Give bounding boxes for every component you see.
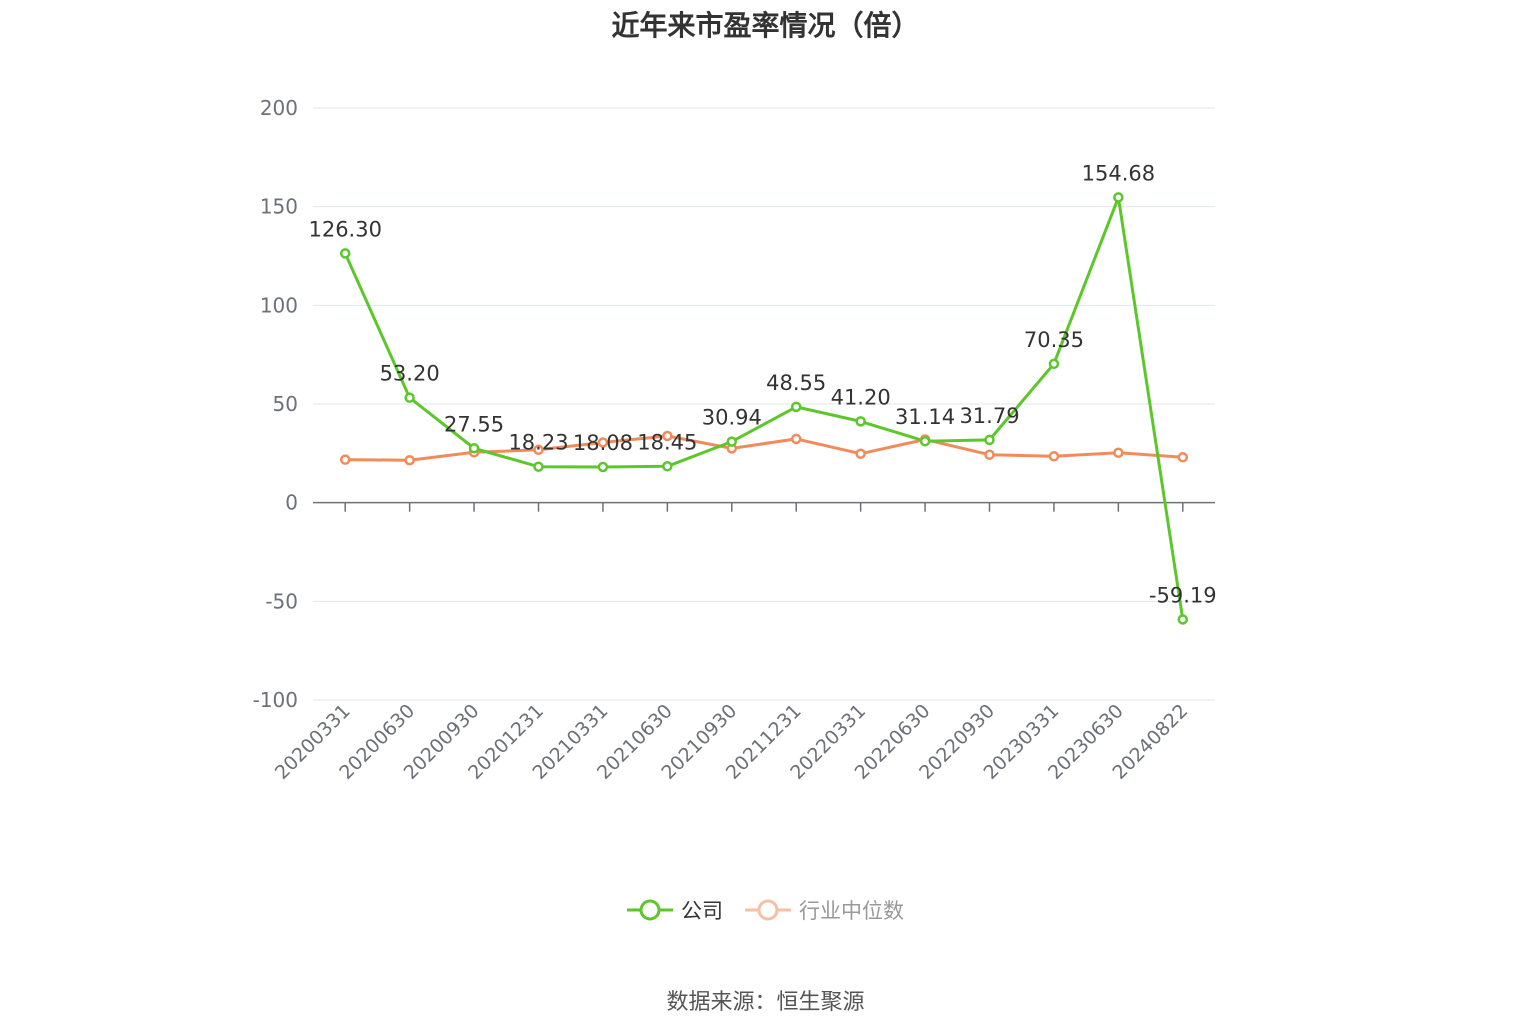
company-data-label: 18.23 [508, 431, 568, 455]
company-data-point [533, 461, 544, 472]
company-data-label: 154.68 [1082, 161, 1155, 185]
line-chart: 200150100500-50-100202003312020063020200… [253, 96, 1217, 784]
industry-data-point [339, 454, 351, 465]
company-data-point [790, 401, 802, 413]
company-data-label: 30.94 [702, 406, 762, 430]
company-data-label: -59.19 [1149, 583, 1217, 607]
y-tick-label: 150 [260, 195, 298, 219]
data-source-note: 数据来源：恒生聚源 [666, 990, 865, 1015]
legend-item-industry-median[interactable]: 行业中位数 [745, 895, 904, 925]
company-data-label: 31.14 [895, 405, 955, 429]
company-data-point [468, 443, 480, 454]
company-data-point [1177, 614, 1189, 625]
industry-data-point [790, 433, 802, 445]
company-data-label: 41.20 [831, 385, 891, 409]
industry-data-point [1177, 452, 1189, 463]
y-tick-label: -50 [265, 589, 298, 613]
legend-company-marker [627, 899, 673, 921]
company-data-label: 31.79 [959, 404, 1019, 428]
legend-item-company[interactable]: 公司 [627, 895, 723, 925]
company-data-point [339, 248, 351, 259]
industry-data-point [533, 444, 544, 456]
legend-industry-marker [745, 899, 791, 921]
industry-data-point [1048, 451, 1060, 462]
industry-data-point [984, 449, 995, 460]
y-tick-label: 0 [285, 491, 298, 515]
industry-data-point [404, 454, 415, 466]
company-data-point [662, 461, 673, 472]
company-data-point [984, 434, 995, 446]
company-pe-line [343, 195, 1185, 620]
industry-data-point [1113, 447, 1124, 458]
company-data-label: 27.55 [444, 412, 504, 436]
company-data-point [597, 461, 609, 473]
y-tick-label: -100 [253, 688, 298, 712]
company-data-point [726, 436, 738, 447]
industry-data-point [597, 437, 609, 448]
legend-industry-label: 行业中位数 [799, 899, 904, 923]
company-data-point [919, 435, 931, 447]
company-data-point [1113, 192, 1124, 203]
company-data-label: 126.30 [308, 217, 381, 241]
y-tick-label: 200 [260, 96, 298, 120]
chart-legend: 公司 行业中位数 [0, 895, 1531, 925]
company-data-label: 53.20 [380, 362, 440, 386]
company-data-point [1048, 358, 1060, 370]
company-data-label: 48.55 [766, 371, 826, 395]
company-data-point [404, 392, 415, 403]
chart-title: 近年来市盈率情况（倍） [611, 9, 920, 42]
industry-data-point [662, 430, 673, 442]
y-tick-label: 100 [260, 293, 298, 317]
company-data-label: 70.35 [1024, 328, 1084, 352]
industry-data-point [855, 448, 866, 459]
legend-company-label: 公司 [681, 899, 723, 923]
y-tick-label: 50 [273, 392, 298, 416]
company-data-label: 18.08 [573, 431, 633, 455]
company-data-point [855, 416, 866, 427]
company-data-label: 18.45 [637, 430, 697, 454]
